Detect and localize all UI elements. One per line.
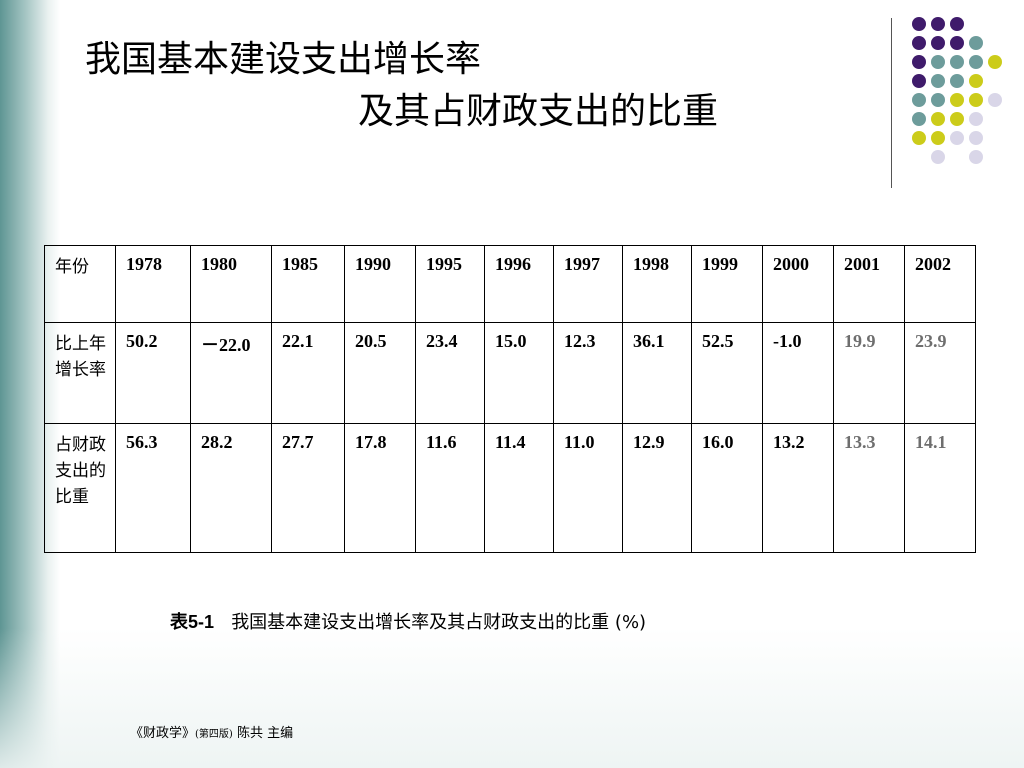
year-cell: 1999 [691,245,763,323]
decor-dot [912,131,926,145]
decor-dot [969,131,983,145]
value-cell: 23.4 [415,322,485,424]
value-cell: 16.0 [691,423,763,553]
decor-dot [988,93,1002,107]
slide-title-line2: 及其占财政支出的比重 [358,91,719,132]
decor-dot [931,17,945,31]
table-caption: 表5-1 我国基本建设支出增长率及其占财政支出的比重 (%) [170,608,646,634]
table-row-growth-rate: 比上年增长率 50.2 －22.0 22.1 20.5 23.4 15.0 12… [44,322,976,424]
value-cell: －22.0 [190,322,272,424]
year-cell: 1997 [553,245,623,323]
value-cell: 52.5 [691,322,763,424]
decor-dot [931,36,945,50]
value-cell: 12.9 [622,423,692,553]
decor-dot [912,17,926,31]
decor-dot [912,55,926,69]
value-cell: 20.5 [344,322,416,424]
year-cell: 2001 [833,245,905,323]
decor-dot [931,150,945,164]
value-cell: 14.1 [904,423,976,553]
row-label-growth-rate: 比上年增长率 [44,322,116,424]
value-cell: 12.3 [553,322,623,424]
decorative-divider [891,18,892,188]
value-cell: 11.6 [415,423,485,553]
value-cell: 22.1 [271,322,345,424]
value-cell: 11.4 [484,423,554,553]
year-cell: 1998 [622,245,692,323]
year-cell: 1980 [190,245,272,323]
decor-dot [931,93,945,107]
decor-dot [931,55,945,69]
decor-dot [950,55,964,69]
decor-dot [950,93,964,107]
caption-text: 我国基本建设支出增长率及其占财政支出的比重 [231,612,610,633]
decor-dot [912,112,926,126]
bottom-gradient-band [0,628,1024,768]
value-cell: 27.7 [271,423,345,553]
caption-unit: (%) [614,612,647,633]
decor-dot [950,74,964,88]
footer-edition: (第四版) [195,729,233,740]
value-cell: -1.0 [762,322,834,424]
value-cell: 19.9 [833,322,905,424]
value-cell: 15.0 [484,322,554,424]
decor-dot [969,55,983,69]
year-cell: 1978 [115,245,191,323]
decor-dot [969,74,983,88]
decor-dot [950,17,964,31]
value-cell: 17.8 [344,423,416,553]
table-row-share-of-expenditure: 占财政支出的比重 56.3 28.2 27.7 17.8 11.6 11.4 1… [44,423,976,553]
value-cell: 23.9 [904,322,976,424]
decor-dot [931,74,945,88]
table-header-row: 年份 1978 1980 1985 1990 1995 1996 1997 19… [44,245,976,323]
decor-dot [912,36,926,50]
value-cell: 13.2 [762,423,834,553]
row-label-share: 占财政支出的比重 [44,423,116,553]
value-cell: 56.3 [115,423,191,553]
footer-book: 《财政学》 [130,726,196,741]
year-cell: 2002 [904,245,976,323]
footer-author: 陈共 主编 [236,726,294,741]
decor-dot [950,36,964,50]
year-cell: 2000 [762,245,834,323]
decor-dot [969,93,983,107]
header-label: 年份 [44,245,116,323]
decor-dot [950,131,964,145]
value-cell: 11.0 [553,423,623,553]
year-cell: 1990 [344,245,416,323]
decor-dot [931,131,945,145]
value-cell: 50.2 [115,322,191,424]
decor-dot [988,55,1002,69]
data-table: 年份 1978 1980 1985 1990 1995 1996 1997 19… [44,245,976,553]
year-cell: 1996 [484,245,554,323]
decor-dot [931,112,945,126]
caption-label: 表5-1 [170,612,215,632]
decor-dot [969,112,983,126]
footer-credit: 《财政学》(第四版) 陈共 主编 [130,722,293,741]
value-cell: 36.1 [622,322,692,424]
decor-dot [912,74,926,88]
year-cell: 1995 [415,245,485,323]
decor-dot [950,112,964,126]
year-cell: 1985 [271,245,345,323]
value-cell: 13.3 [833,423,905,553]
decor-dot [969,150,983,164]
value-cell: 28.2 [190,423,272,553]
slide-title-line1: 我国基本建设支出增长率 [85,39,482,80]
decor-dot [912,93,926,107]
decor-dot [969,36,983,50]
